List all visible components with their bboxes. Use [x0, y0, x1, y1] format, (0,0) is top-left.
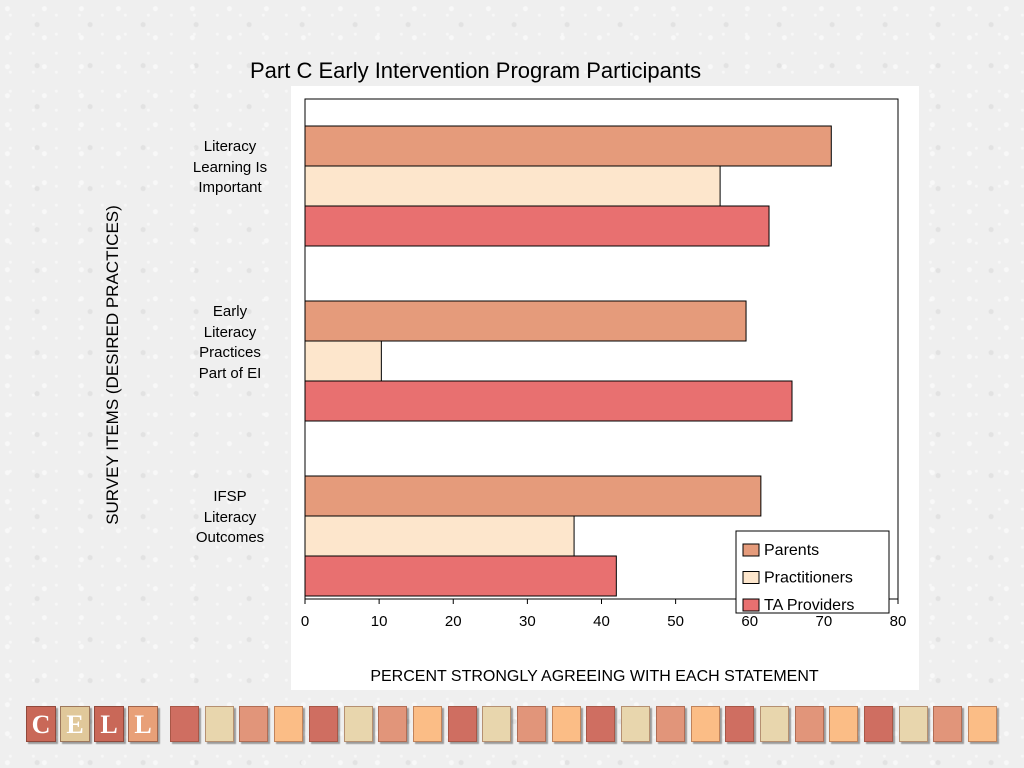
category-label-line: Literacy	[203, 138, 257, 156]
footer-tile	[690, 706, 720, 742]
logo-letter-tile: E	[60, 706, 90, 742]
footer-tile	[655, 706, 685, 742]
footer-tile	[482, 706, 512, 742]
footer-tile	[551, 706, 581, 742]
footer-tile	[829, 706, 859, 742]
footer-tile	[343, 706, 373, 742]
x-tick-label: 40	[593, 613, 610, 630]
footer-tile	[759, 706, 789, 742]
legend-box	[735, 530, 890, 614]
bar-practitioners	[304, 515, 575, 557]
category-label-line: Important	[198, 179, 262, 197]
y-axis-label: SURVEY ITEMS (DESIRED PRACTICES)	[103, 205, 122, 525]
category-label-line: Learning Is	[192, 158, 268, 176]
footer-tile	[517, 706, 546, 742]
x-tick-label: 50	[667, 613, 684, 630]
bar-parents	[304, 125, 832, 167]
footer-tile	[898, 706, 928, 742]
bar-practitioners	[304, 340, 382, 382]
bar-parents	[304, 475, 762, 517]
category-label: Literacy Learning Is Important	[175, 137, 285, 199]
category-label-line: IFSP	[213, 488, 247, 506]
footer-tile	[274, 706, 304, 742]
category-label-line: Literacy	[203, 323, 257, 341]
category-label-line: Outcomes	[195, 529, 265, 547]
x-tick-label: 70	[816, 613, 833, 630]
logo-letter-tile: L	[128, 706, 158, 742]
x-tick-label: 60	[741, 613, 758, 630]
legend-label: Practitioners	[764, 570, 853, 587]
footer-tile	[621, 706, 651, 742]
footer-tile	[586, 706, 616, 742]
footer-tile	[725, 706, 755, 742]
chart-title: Part C Early Intervention Program Partic…	[250, 58, 702, 83]
category-label: Early Literacy Practices Part of EI	[175, 302, 285, 384]
x-tick-label: 30	[519, 613, 536, 630]
footer-tile	[378, 706, 408, 742]
bar-ta-providers	[304, 205, 770, 247]
category-label: IFSP Literacy Outcomes	[175, 487, 285, 549]
footer-tile	[308, 706, 338, 742]
bar-practitioners	[304, 165, 721, 207]
footer-tile	[968, 706, 998, 742]
legend-swatch	[742, 571, 760, 584]
footer-tile	[447, 706, 477, 742]
logo-letter-tile: L	[94, 706, 124, 742]
x-tick-label: 20	[445, 613, 462, 630]
bar-parents	[304, 300, 747, 342]
x-tick-label: 10	[371, 613, 388, 630]
footer-tile	[170, 706, 199, 742]
footer-tile	[412, 706, 442, 742]
bar-ta-providers	[304, 555, 617, 597]
bar-ta-providers	[304, 380, 793, 422]
legend-label: TA Providers	[764, 597, 854, 614]
chart-panel: 0 10 20 30 40 50 60 70 80 PERCENT STRONGLY AGREEI…	[291, 86, 919, 690]
footer-tile	[864, 706, 893, 742]
legend-swatch	[742, 543, 760, 557]
footer-tile	[794, 706, 824, 742]
logo-letter-tile: C	[26, 706, 56, 742]
category-label-line: Practices	[199, 344, 261, 361]
footer-tile	[933, 706, 963, 742]
x-axis-label: PERCENT STRONGLY AGREEING WITH EACH STAT…	[370, 668, 819, 685]
x-tick-label: 0	[301, 613, 309, 630]
footer-tile	[239, 706, 269, 742]
chart-plot: 0 10 20 30 40 50 60 70 80 PERCENT STRONGLY AGREEI…	[301, 98, 907, 685]
category-label-line: Part of EI	[198, 364, 262, 382]
x-tick-label: 80	[890, 613, 907, 630]
legend-swatch	[742, 598, 760, 612]
footer-tile	[204, 706, 234, 742]
category-label-line: Early	[212, 303, 248, 320]
category-label-line: Literacy	[203, 508, 257, 526]
legend-label: Parents	[764, 542, 819, 559]
